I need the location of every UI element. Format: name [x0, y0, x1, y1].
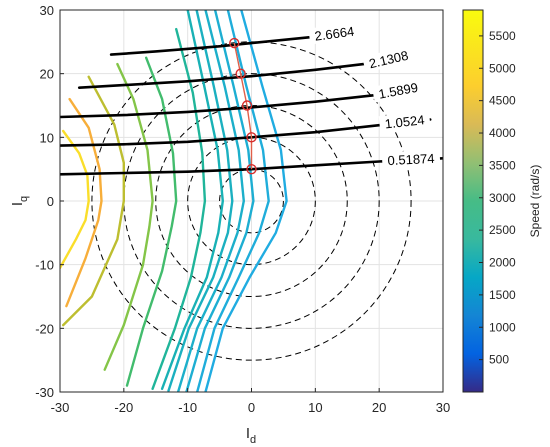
mtpa-line	[233, 42, 253, 170]
x-tick-label: 30	[436, 400, 450, 415]
current-circle	[219, 168, 284, 234]
colorbar-tick-label: 3500	[489, 158, 516, 172]
colorbar-tick-label: 2000	[489, 256, 516, 270]
colorbar-tick-label: 500	[489, 353, 509, 367]
speed-contour-line	[185, 10, 255, 392]
colorbar-tick-label: 2500	[489, 223, 516, 237]
contour-label-bg	[378, 110, 431, 133]
y-tick-label: 20	[40, 67, 54, 82]
speed-contour-line	[151, 27, 207, 390]
speed-contour-line	[62, 75, 125, 327]
mtpa-trajectory	[229, 37, 257, 175]
y-tick-label: -20	[35, 321, 54, 336]
x-tick-label: -30	[51, 400, 70, 415]
torque-contour-label: 2.6664	[314, 24, 355, 44]
y-tick-label: 10	[40, 130, 54, 145]
mtpa-point	[241, 100, 253, 111]
mtpa-point	[235, 68, 246, 79]
speed-contour-line	[167, 10, 234, 392]
colorbar-tick-label: 5500	[489, 29, 516, 43]
colorbar-tick-label: 1000	[489, 320, 516, 334]
x-tick-label: 20	[372, 400, 386, 415]
mtpa-point	[246, 163, 257, 175]
y-tick-label: -30	[35, 385, 54, 400]
y-tick-label: 30	[40, 3, 54, 18]
current-circle	[155, 105, 348, 297]
speed-contour-line	[204, 10, 288, 392]
speed-contour-line	[196, 10, 270, 392]
mtpa-point	[229, 37, 240, 49]
colorbar-tick-label: 4000	[489, 126, 516, 140]
torque-contour-label: 1.0524	[384, 112, 425, 131]
colorbar-tick-label: 4500	[489, 94, 516, 108]
y-axis-label: Iq	[9, 196, 30, 206]
speed-contour-line	[125, 56, 178, 387]
contour-label-bg	[362, 45, 415, 73]
speed-contour-line	[160, 10, 224, 390]
x-tick-label: 10	[308, 400, 322, 415]
colorbar-tick-label: 5000	[489, 61, 516, 75]
contour-label-bg	[381, 149, 441, 169]
speed-contour-line	[103, 62, 154, 371]
speed-contours	[60, 10, 288, 392]
x-tick-label: -20	[114, 400, 133, 415]
contour-label-bg	[371, 77, 425, 103]
torque-contour-label: 0.51874	[387, 151, 435, 168]
colorbar	[462, 9, 484, 393]
y-tick-label: 0	[47, 194, 54, 209]
speed-contour-line	[176, 10, 245, 392]
speed-contour-line	[65, 97, 103, 308]
x-tick-label: -10	[178, 400, 197, 415]
y-axis-ticks: 30 20 10 0 -10 -20 -30	[35, 3, 64, 400]
x-tick-label: 0	[248, 400, 255, 415]
mtpa-point	[246, 132, 257, 143]
colorbar-tick-label: 3000	[489, 191, 516, 205]
colorbar-tick-label: 1500	[489, 288, 516, 302]
torque-contour-label: 1.5899	[377, 80, 419, 102]
y-tick-label: -10	[35, 258, 54, 273]
colorbar-label: Speed (rad/s)	[528, 165, 542, 238]
contour-label-bg	[308, 21, 361, 45]
x-axis-ticks: -30 -20 -10 0 10 20 30	[51, 388, 450, 415]
colorbar-ticks: 5500 5000 4500 4000 3500 3000 2500 2000 1500 1000…	[479, 29, 516, 367]
speed-contour-line	[60, 129, 90, 270]
x-axis-label: Id	[246, 425, 256, 446]
current-circle	[187, 136, 316, 266]
